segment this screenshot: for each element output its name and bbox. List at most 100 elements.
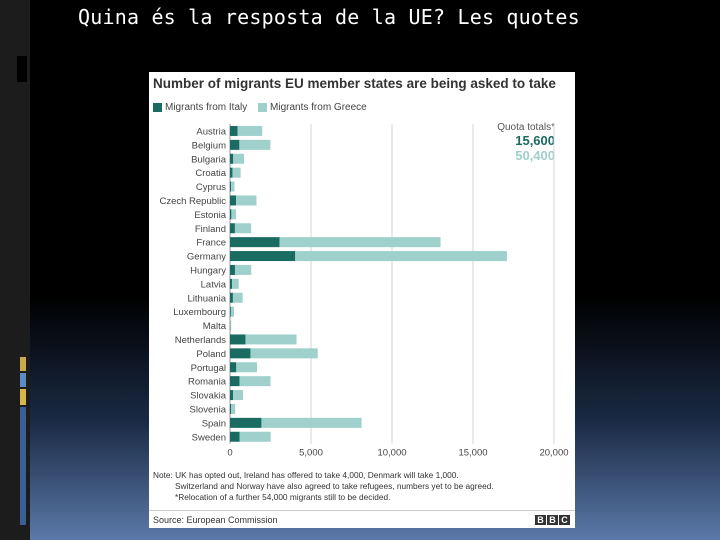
- quota-greece-value: 50,400: [515, 148, 555, 163]
- bar-greece: [236, 362, 258, 373]
- bar-italy: [230, 348, 251, 359]
- category-label: Latvia: [201, 279, 227, 290]
- bar-greece: [231, 181, 235, 192]
- footer-divider: [149, 510, 575, 511]
- bar-italy: [230, 264, 235, 275]
- category-label: Romania: [188, 377, 227, 388]
- bar-italy: [230, 167, 233, 178]
- bar-greece: [233, 390, 243, 401]
- note-line-3: *Relocation of a further 54,000 migrants…: [175, 492, 391, 502]
- category-label: Slovakia: [190, 391, 227, 402]
- category-label: Croatia: [195, 168, 226, 179]
- source-text: Source: European Commission: [153, 515, 278, 525]
- bar-greece: [230, 306, 235, 317]
- bar-italy: [230, 417, 262, 428]
- decor-color-bars: [20, 357, 26, 527]
- note-line-2: Switzerland and Norway have also agreed …: [175, 481, 494, 491]
- chart-title: Number of migrants EU member states are …: [153, 76, 556, 91]
- legend-swatch-italy: [153, 103, 162, 112]
- bar-greece: [279, 237, 441, 248]
- category-label: Netherlands: [175, 335, 226, 346]
- bar-italy: [230, 403, 232, 414]
- category-label: Slovenia: [190, 404, 227, 415]
- bar-italy: [230, 209, 232, 220]
- chart-notes: Note: UK has opted out, Ireland has offe…: [153, 470, 494, 503]
- quota-italy-value: 15,600: [515, 133, 555, 148]
- bar-greece: [232, 167, 241, 178]
- x-tick-label: 0: [227, 448, 232, 459]
- decor-block: [17, 56, 27, 82]
- bar-italy: [230, 153, 234, 164]
- category-label: Belgium: [192, 140, 226, 151]
- bar-greece: [230, 320, 232, 331]
- legend-item-italy: Migrants from Italy: [153, 102, 247, 113]
- category-label: Austria: [196, 126, 226, 137]
- bar-chart-plot: 0 5,000 10,000 15,000 20,000 Austria Belgium Bu…: [159, 124, 569, 459]
- category-label: Bulgaria: [191, 154, 227, 165]
- legend-label-italy: Migrants from Italy: [165, 102, 248, 113]
- legend: Migrants from Italy Migrants from Greece: [153, 102, 375, 115]
- bar-italy: [230, 390, 234, 401]
- category-label: Lithuania: [187, 293, 226, 304]
- slide-title: Quina és la resposta de la UE? Les quote…: [78, 5, 580, 29]
- bbc-logo: B B C: [535, 515, 570, 525]
- quota-label: Quota totals*: [497, 122, 555, 133]
- bar-italy: [230, 376, 240, 387]
- legend-item-greece: Migrants from Greece: [258, 102, 367, 113]
- bar-greece: [234, 264, 252, 275]
- bar-greece: [250, 348, 318, 359]
- bar-greece: [232, 278, 239, 289]
- x-tick-label: 5,000: [299, 448, 323, 459]
- category-label: Sweden: [192, 432, 226, 443]
- x-tick-label: 20,000: [539, 448, 568, 459]
- bbc-logo-letter: B: [547, 515, 558, 525]
- category-label: Luxembourg: [173, 307, 226, 318]
- bar-greece: [239, 431, 271, 442]
- bar-greece: [237, 125, 263, 136]
- bar-italy: [230, 278, 233, 289]
- legend-swatch-greece: [258, 103, 268, 112]
- x-tick-label: 15,000: [458, 448, 487, 459]
- category-label: Finland: [195, 224, 226, 235]
- bar-greece: [239, 139, 271, 150]
- bar-italy: [230, 181, 232, 192]
- bar-italy: [230, 292, 233, 303]
- bar-greece: [295, 251, 507, 262]
- category-label: Hungary: [190, 265, 226, 276]
- chart-panel: Number of migrants EU member states are …: [149, 72, 575, 528]
- bar-greece: [239, 376, 271, 387]
- bar-greece: [245, 334, 297, 345]
- category-label: France: [196, 238, 226, 249]
- bar-italy: [230, 195, 237, 206]
- quota-totals: Quota totals* 15,600 50,400: [497, 122, 555, 163]
- bar-italy: [230, 139, 240, 150]
- category-label: Estonia: [194, 210, 226, 221]
- bar-greece: [234, 223, 252, 234]
- bar-greece: [232, 292, 243, 303]
- bar-italy: [230, 125, 238, 136]
- bbc-logo-letter: B: [535, 515, 546, 525]
- bar-italy: [230, 223, 235, 234]
- legend-label-greece: Migrants from Greece: [270, 102, 367, 113]
- bar-greece: [233, 153, 245, 164]
- bbc-logo-letter: C: [559, 515, 570, 525]
- bar-italy: [230, 334, 246, 345]
- note-line-1: Note: UK has opted out, Ireland has offe…: [153, 470, 459, 480]
- bar-italy: [230, 237, 280, 248]
- category-label: Portugal: [191, 363, 226, 374]
- category-label: Czech Republic: [159, 196, 226, 207]
- category-label: Germany: [187, 252, 226, 263]
- bar-greece: [236, 195, 257, 206]
- bar-italy: [230, 362, 237, 373]
- bar-greece: [231, 403, 236, 414]
- x-tick-label: 10,000: [377, 448, 406, 459]
- bar-italy: [230, 431, 240, 442]
- category-label: Malta: [203, 321, 227, 332]
- category-label: Poland: [196, 349, 226, 360]
- bar-greece: [231, 209, 237, 220]
- bar-italy: [230, 251, 296, 262]
- bar-greece: [261, 417, 362, 428]
- bar-italy: [230, 306, 231, 317]
- category-label: Spain: [202, 418, 226, 429]
- category-label: Cyprus: [196, 182, 226, 193]
